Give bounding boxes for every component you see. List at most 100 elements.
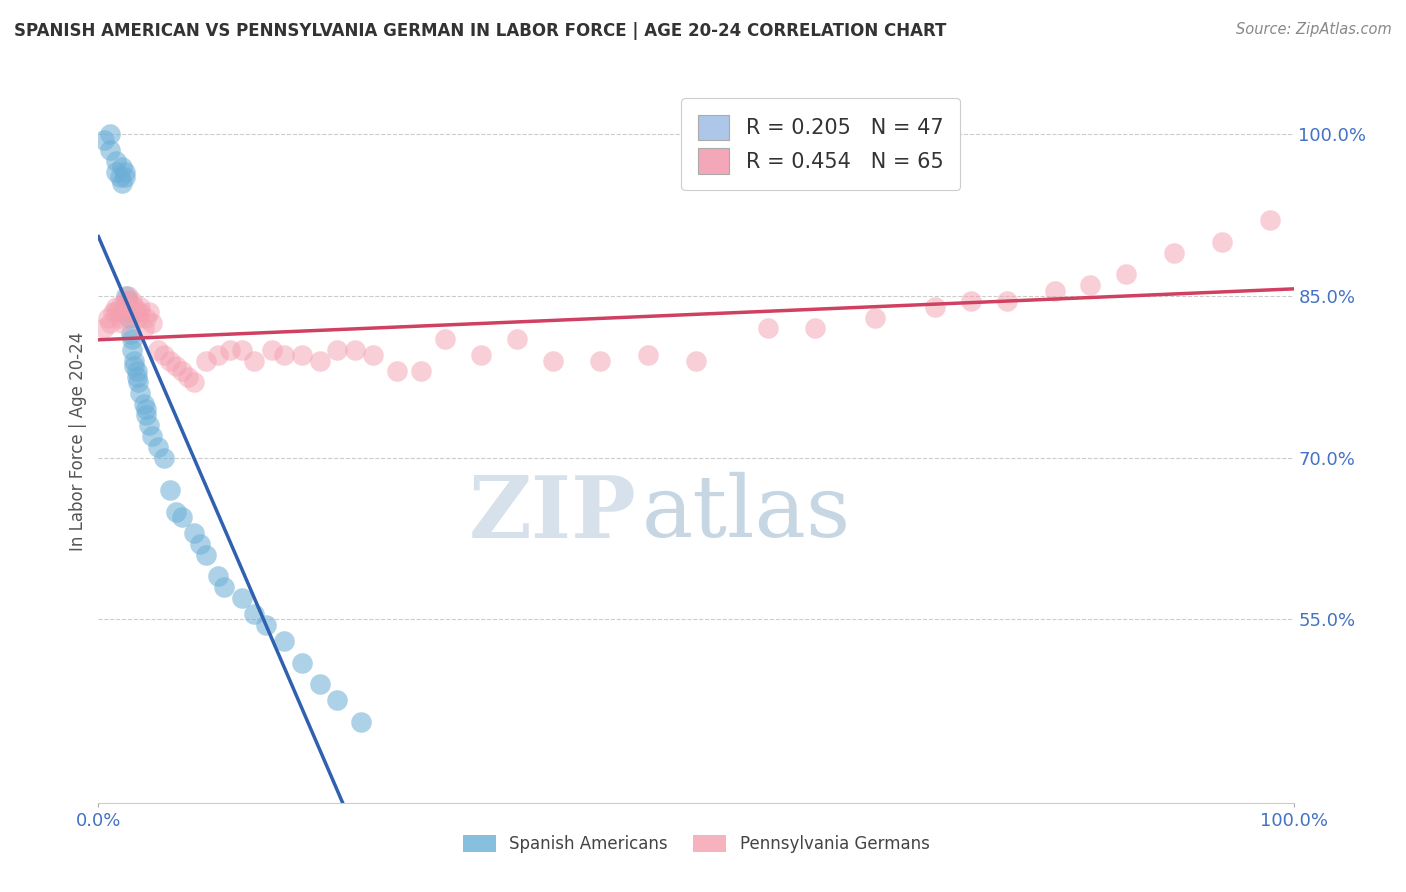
Point <box>541 353 564 368</box>
Point <box>326 343 349 357</box>
Point <box>138 418 160 433</box>
Point <box>960 294 983 309</box>
Point <box>127 376 149 390</box>
Point <box>93 132 115 146</box>
Point <box>470 348 492 362</box>
Point <box>172 364 194 378</box>
Point <box>118 310 141 325</box>
Point <box>93 321 115 335</box>
Point <box>243 353 266 368</box>
Point <box>124 359 146 373</box>
Point <box>98 316 122 330</box>
Point <box>589 353 612 368</box>
Point <box>138 305 160 319</box>
Point <box>308 677 330 691</box>
Point <box>105 154 128 169</box>
Point <box>273 634 295 648</box>
Point <box>114 170 136 185</box>
Point <box>135 310 157 325</box>
Text: atlas: atlas <box>643 472 851 556</box>
Point <box>212 580 235 594</box>
Point <box>924 300 946 314</box>
Point <box>121 294 143 309</box>
Point <box>363 348 385 362</box>
Point <box>188 537 211 551</box>
Point <box>344 343 367 357</box>
Point <box>98 127 122 141</box>
Point <box>350 714 373 729</box>
Point <box>97 310 120 325</box>
Point <box>98 144 122 158</box>
Point <box>132 397 155 411</box>
Point <box>195 548 218 562</box>
Point <box>385 364 409 378</box>
Point <box>254 618 277 632</box>
Point <box>756 321 779 335</box>
Text: SPANISH AMERICAN VS PENNSYLVANIA GERMAN IN LABOR FORCE | AGE 20-24 CORRELATION C: SPANISH AMERICAN VS PENNSYLVANIA GERMAN … <box>14 22 946 40</box>
Point <box>114 165 136 179</box>
Point <box>1043 284 1066 298</box>
Point <box>1258 213 1281 227</box>
Point <box>125 364 148 378</box>
Point <box>219 343 242 357</box>
Y-axis label: In Labor Force | Age 20-24: In Labor Force | Age 20-24 <box>69 332 87 551</box>
Point <box>120 326 142 341</box>
Point <box>111 316 134 330</box>
Point <box>1080 278 1102 293</box>
Point <box>114 300 136 314</box>
Point <box>231 591 253 605</box>
Point <box>165 505 187 519</box>
Point <box>111 160 134 174</box>
Point <box>108 170 131 185</box>
Point <box>291 348 314 362</box>
Point <box>165 359 187 373</box>
Point <box>273 348 295 362</box>
Point <box>207 569 229 583</box>
Point <box>105 165 128 179</box>
Point <box>243 607 266 621</box>
Point <box>111 305 134 319</box>
Point <box>195 353 218 368</box>
Point <box>108 310 131 325</box>
Point <box>127 310 149 325</box>
Point <box>308 353 330 368</box>
Point <box>125 305 148 319</box>
Point <box>637 348 659 362</box>
Point <box>153 450 176 465</box>
Point <box>159 483 181 497</box>
Point <box>291 656 314 670</box>
Text: Source: ZipAtlas.com: Source: ZipAtlas.com <box>1236 22 1392 37</box>
Point <box>135 402 157 417</box>
Point <box>172 510 194 524</box>
Point <box>117 300 139 314</box>
Point <box>124 300 146 314</box>
Point <box>326 693 349 707</box>
Point <box>183 526 205 541</box>
Point <box>260 343 283 357</box>
Point <box>148 343 170 357</box>
Point <box>685 353 707 368</box>
Point <box>177 369 200 384</box>
Point <box>101 305 124 319</box>
Point <box>1163 245 1185 260</box>
Point <box>121 305 143 319</box>
Point <box>231 343 253 357</box>
Point <box>135 408 157 422</box>
Legend: Spanish Americans, Pennsylvania Germans: Spanish Americans, Pennsylvania Germans <box>456 828 936 860</box>
Point <box>108 300 131 314</box>
Point <box>114 294 136 309</box>
Point <box>506 332 529 346</box>
Point <box>129 386 152 401</box>
Point <box>105 305 128 319</box>
Point <box>411 364 433 378</box>
Point <box>117 289 139 303</box>
Point <box>121 343 143 357</box>
Point <box>153 348 176 362</box>
Point <box>118 305 141 319</box>
Point <box>141 316 163 330</box>
Point <box>121 332 143 346</box>
Point <box>1115 268 1137 282</box>
Point <box>159 353 181 368</box>
Point <box>865 310 887 325</box>
Point <box>129 300 152 314</box>
